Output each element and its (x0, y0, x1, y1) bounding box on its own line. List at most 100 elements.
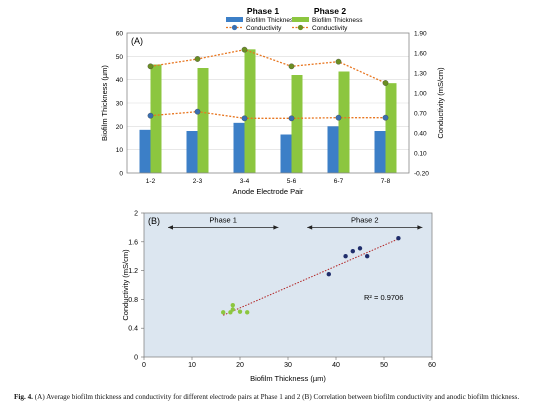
y-tick-label-right: 1.60 (414, 51, 427, 58)
conductivity-line-2 (150, 111, 386, 119)
y-axis-title: Conductivity (mS/cm) (121, 249, 130, 321)
caption-text: (A) Average biofilm thickness and conduc… (32, 393, 520, 401)
conductivity-point (241, 115, 248, 122)
conductivity-line-3 (150, 48, 386, 84)
conductivity-point (147, 112, 154, 119)
x-tick-label: 0 (142, 362, 146, 369)
x-axis-ticks: 1-2 2-3 3-4 5-6 6-7 7-8 (146, 178, 391, 185)
legend-phase1-title: Phase 1 (247, 6, 279, 16)
y-axis-right-ticks: -0.20 0.10 0.40 0.70 1.00 1.30 1.60 1.90 (414, 31, 429, 178)
trendline-line (223, 238, 399, 316)
y-axis-left-ticks: 0 10 20 30 40 50 60 (116, 31, 124, 178)
conductivity-point (382, 80, 389, 86)
figure-caption: Fig. 4. (A) Average biofilm thickness an… (14, 393, 542, 402)
legend-phase2-bar-label: Biofilm Thickness (312, 17, 363, 24)
bar-series-1 (186, 131, 198, 173)
legend-phase1-bar-swatch (226, 17, 243, 22)
conductivity-point (335, 114, 342, 121)
scatter-point-series-1 (343, 254, 348, 259)
y-tick-label-right: 0.10 (414, 151, 427, 158)
conductivity-lines (147, 46, 389, 122)
panel-b-chart: 0 0.4 0.8 1.2 1.6 2 0 10 20 30 40 50 60 (B) Phase 1… (121, 211, 436, 384)
y-tick-label: 1.6 (128, 239, 138, 246)
x-axis-title: Anode Electrode Pair (233, 187, 304, 196)
conductivity-point (288, 63, 295, 70)
y-axis-left-title: Biofilm Thickness (µm) (100, 65, 109, 141)
x-tick-label: 10 (188, 362, 196, 369)
y-axis-right-title: Conductivity (mS/cm) (436, 67, 445, 139)
scatter-points (221, 236, 401, 315)
x-tick-label: 5-6 (287, 178, 297, 185)
conductivity-point (241, 46, 248, 53)
phase2-arrow-head-left (307, 225, 313, 230)
bar-series-2 (291, 75, 303, 173)
y-tick-label-left: 60 (116, 31, 124, 38)
conductivity-point (147, 63, 154, 70)
x-tick-label: 7-8 (381, 178, 391, 185)
scatter-point-series-2 (228, 310, 233, 315)
plot-frame (126, 32, 410, 174)
bar-series-1 (374, 131, 386, 173)
conductivity-point (288, 115, 295, 122)
y-tick-label: 1.2 (128, 268, 138, 275)
y-tick-label-right: 1.30 (414, 71, 427, 78)
phase1-arrow-head-right (273, 225, 279, 230)
x-tick-label: 2-3 (193, 178, 203, 185)
x-tick-label: 60 (428, 362, 436, 369)
y-axis-ticks: 0 0.4 0.8 1.2 1.6 2 (128, 211, 138, 362)
bars (139, 49, 397, 174)
y-tick-label-right: -0.20 (414, 171, 429, 178)
phase2-arrow-head-right (417, 225, 423, 230)
r-squared-annotation: R² = 0.9706 (364, 293, 403, 302)
scatter-point-series-1 (365, 254, 370, 259)
phase1-arrow-head-left (168, 225, 173, 230)
x-axis-ticks: 0 10 20 30 40 50 60 (142, 362, 436, 369)
bar-series-1 (233, 122, 245, 173)
x-tick-label: 50 (380, 362, 388, 369)
y-tick-label: 2 (134, 211, 138, 218)
bar-series-2 (244, 49, 256, 174)
x-tick-label: 20 (236, 362, 244, 369)
legend-phase2-line-label: Conductivity (312, 25, 348, 32)
conductivity-point (382, 114, 389, 121)
legend-phase1-bar-label: Biofilm Thickness (246, 17, 297, 24)
panel-a-label: (A) (131, 36, 143, 46)
trendline (223, 238, 399, 316)
bar-series-1 (139, 129, 151, 173)
bar-series-2 (385, 83, 397, 173)
y-tick-label: 0 (134, 355, 138, 362)
legend: Phase 1 Phase 2 Biofilm Thickness Biofil… (226, 6, 363, 32)
y-tick-label-right: 1.90 (414, 31, 427, 38)
bar-series-1 (280, 134, 292, 173)
bar-series-2 (150, 64, 162, 173)
y-tick-label: 0.8 (128, 297, 138, 304)
y-tick-label-left: 10 (116, 147, 124, 154)
y-tick-label-left: 30 (116, 101, 124, 108)
y-tick-label: 0.4 (128, 326, 138, 333)
y-tick-label-right: 0.70 (414, 111, 427, 118)
panel-a-chart: Phase 1 Phase 2 Biofilm Thickness Biofil… (100, 6, 445, 196)
y-tick-label-right: 0.40 (414, 131, 427, 138)
scatter-point-series-2 (237, 309, 243, 314)
scatter-point-series-1 (396, 236, 401, 241)
legend-phase1-marker (231, 24, 238, 31)
scatter-point-series-1 (326, 272, 331, 277)
phase-arrows (168, 225, 423, 230)
conductivity-point (194, 108, 201, 115)
x-axis-title: Biofilm Thickness (µm) (250, 374, 326, 383)
plot-area (143, 212, 433, 358)
x-tick-label: 40 (332, 362, 340, 369)
y-tick-label-right: 1.00 (414, 91, 427, 98)
x-tick-label: 30 (284, 362, 292, 369)
y-tick-label-left: 0 (119, 171, 123, 178)
panel-b-label: (B) (148, 216, 160, 226)
conductivity-point (194, 56, 201, 62)
legend-phase1-line-label: Conductivity (246, 25, 282, 32)
x-tick-label: 3-4 (240, 178, 250, 185)
phase2-annotation: Phase 2 (351, 215, 379, 224)
scatter-point-series-2 (230, 302, 235, 308)
bar-series-2 (338, 71, 350, 173)
bar-series-1 (327, 126, 339, 173)
y-tick-label-left: 40 (116, 77, 124, 84)
x-tick-label: 1-2 (146, 178, 156, 185)
